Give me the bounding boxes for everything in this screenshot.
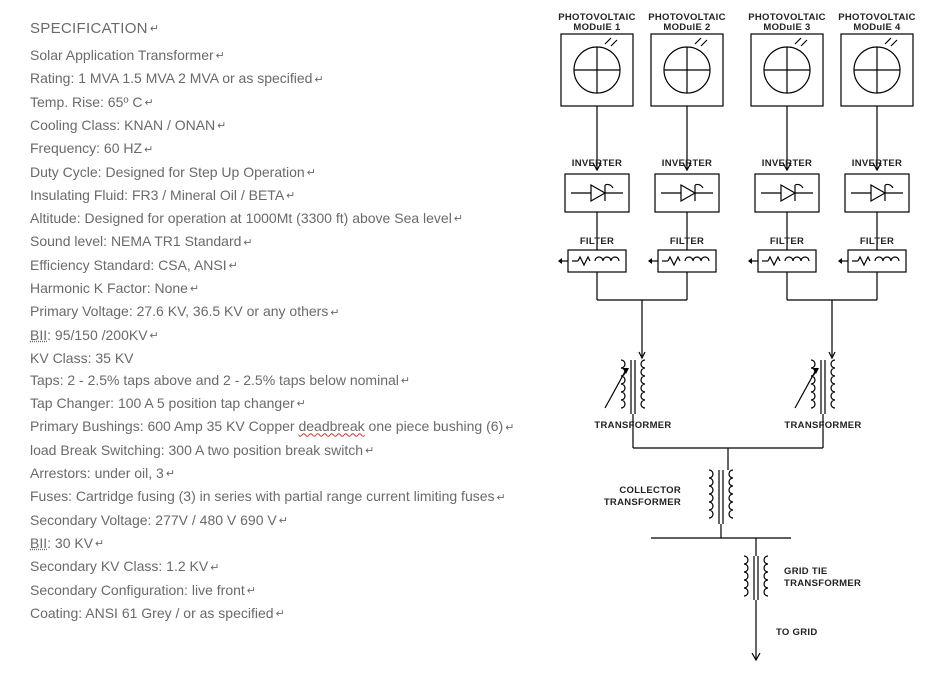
svg-text:MODulE 1: MODulE 1: [573, 22, 621, 33]
svg-text:MODulE 4: MODulE 4: [853, 22, 901, 33]
svg-text:INVERTER: INVERTER: [662, 158, 712, 169]
svg-text:GRID TIE: GRID TIE: [784, 566, 828, 577]
svg-text:INVERTER: INVERTER: [762, 158, 812, 169]
svg-text:TO GRID: TO GRID: [776, 627, 818, 638]
svg-text:MODulE 3: MODulE 3: [763, 22, 810, 33]
svg-text:FILTER: FILTER: [860, 236, 894, 247]
svg-text:FILTER: FILTER: [770, 236, 804, 247]
svg-text:MODulE 2: MODulE 2: [663, 22, 710, 33]
svg-text:COLLECTOR: COLLECTOR: [619, 485, 681, 496]
svg-text:TRANSFORMER: TRANSFORMER: [604, 497, 681, 508]
spec-title-text: SPECIFICATION: [30, 20, 148, 37]
svg-text:FILTER: FILTER: [580, 236, 614, 247]
svg-text:INVERTER: INVERTER: [572, 158, 622, 169]
svg-text:FILTER: FILTER: [670, 236, 704, 247]
line-arrow: ↵: [150, 23, 160, 35]
svg-text:INVERTER: INVERTER: [852, 158, 902, 169]
schematic-diagram: PHOTOVOLTAICMODulE 1INVERTERFILTERPHOTOV…: [521, 0, 921, 678]
svg-text:TRANSFORMER: TRANSFORMER: [784, 578, 861, 589]
